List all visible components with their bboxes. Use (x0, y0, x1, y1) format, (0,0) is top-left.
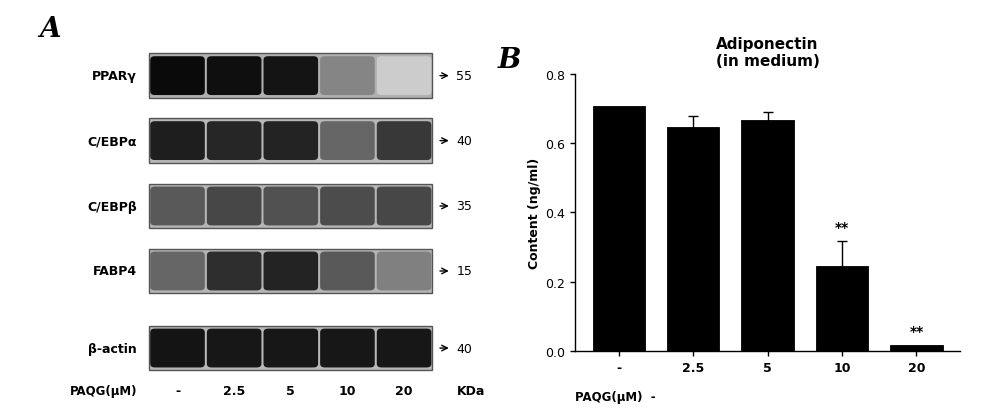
FancyBboxPatch shape (264, 57, 318, 96)
Text: 35: 35 (456, 200, 472, 213)
Text: C/EBPα: C/EBPα (88, 135, 137, 148)
FancyBboxPatch shape (207, 252, 261, 291)
FancyBboxPatch shape (150, 187, 205, 226)
FancyBboxPatch shape (320, 252, 375, 291)
Bar (149, 249, 432, 294)
FancyBboxPatch shape (207, 122, 261, 161)
Text: PPARγ: PPARγ (92, 70, 137, 83)
Text: 2.5: 2.5 (223, 385, 245, 397)
Text: PAQG(μM): PAQG(μM) (70, 385, 137, 397)
FancyBboxPatch shape (377, 122, 431, 161)
Text: β-actin: β-actin (88, 342, 137, 355)
Y-axis label: Content (ng/ml): Content (ng/ml) (528, 157, 541, 268)
FancyBboxPatch shape (377, 57, 431, 96)
FancyBboxPatch shape (207, 187, 261, 226)
FancyBboxPatch shape (264, 252, 318, 291)
Bar (741, 121, 794, 351)
Bar (667, 128, 719, 351)
Bar (592, 107, 645, 351)
Text: **: ** (835, 221, 849, 235)
FancyBboxPatch shape (264, 122, 318, 161)
Bar (149, 326, 432, 370)
Text: 20: 20 (395, 385, 413, 397)
FancyBboxPatch shape (377, 187, 431, 226)
Bar (816, 266, 868, 351)
Text: 15: 15 (456, 265, 472, 278)
Title: Adiponectin
(in medium): Adiponectin (in medium) (716, 37, 819, 69)
Text: 40: 40 (456, 135, 472, 148)
Bar (149, 184, 432, 229)
FancyBboxPatch shape (320, 329, 375, 368)
Text: FABP4: FABP4 (93, 265, 137, 278)
Text: **: ** (909, 324, 924, 338)
FancyBboxPatch shape (377, 329, 431, 368)
FancyBboxPatch shape (320, 122, 375, 161)
FancyBboxPatch shape (377, 252, 431, 291)
Text: 10: 10 (339, 385, 356, 397)
FancyBboxPatch shape (320, 187, 375, 226)
Text: KDa: KDa (456, 385, 485, 397)
FancyBboxPatch shape (264, 187, 318, 226)
FancyBboxPatch shape (207, 57, 261, 96)
Text: -: - (175, 385, 180, 397)
FancyBboxPatch shape (207, 329, 261, 368)
Text: 5: 5 (286, 385, 295, 397)
Text: 40: 40 (456, 342, 472, 355)
Text: B: B (498, 47, 522, 74)
FancyBboxPatch shape (150, 57, 205, 96)
Text: C/EBPβ: C/EBPβ (87, 200, 137, 213)
Text: 55: 55 (456, 70, 472, 83)
Bar (149, 119, 432, 164)
Bar (149, 54, 432, 99)
Text: A: A (39, 16, 60, 43)
FancyBboxPatch shape (150, 122, 205, 161)
FancyBboxPatch shape (150, 252, 205, 291)
FancyBboxPatch shape (264, 329, 318, 368)
Bar (890, 345, 942, 351)
Text: PAQG(μM)  -: PAQG(μM) - (575, 390, 656, 403)
FancyBboxPatch shape (150, 329, 205, 368)
FancyBboxPatch shape (320, 57, 375, 96)
